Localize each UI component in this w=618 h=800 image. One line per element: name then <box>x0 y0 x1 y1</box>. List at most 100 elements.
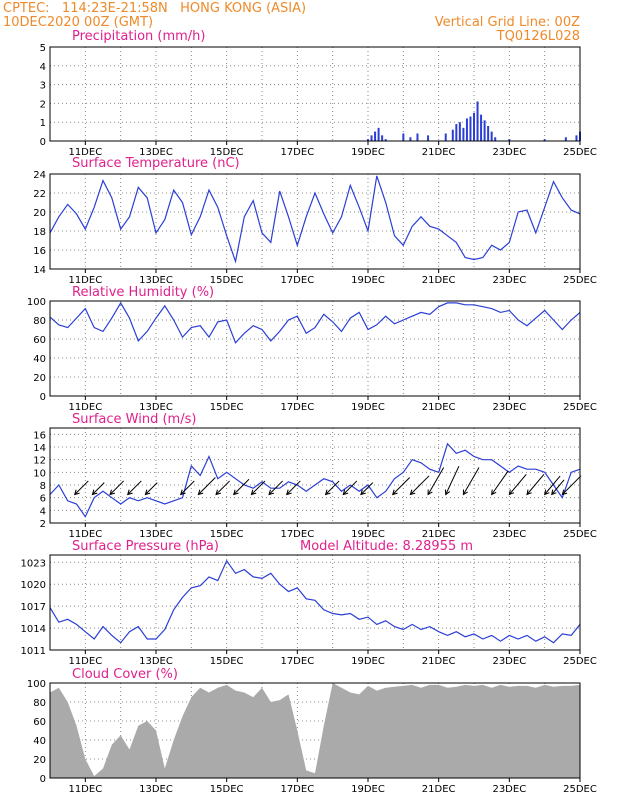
y-tick-label: 100 <box>27 679 46 690</box>
precip-bar <box>458 122 461 141</box>
y-tick-label: 60 <box>33 717 46 728</box>
x-tick-label: 25DEC <box>563 147 597 158</box>
wind-arrow-head <box>561 489 568 496</box>
panel-temp: 14 16 18 20 22 24 11DEC 13DEC 15DEC 17DEC 19DEC 21D… <box>33 156 597 286</box>
series-line-wind <box>49 442 581 518</box>
wind-arrow <box>491 470 509 495</box>
y-tick-label: 6 <box>40 494 46 505</box>
x-tick-label: 11DEC <box>68 402 102 413</box>
panel-frame <box>49 173 581 270</box>
precip-bar <box>508 139 511 141</box>
x-tick-label: 17DEC <box>280 784 314 795</box>
y-tick-label: 80 <box>33 698 46 709</box>
wind-arrow-head <box>109 489 116 496</box>
wind-arrow-head <box>126 489 133 496</box>
x-tick-label: 21DEC <box>422 402 456 413</box>
precip-bar <box>455 124 458 141</box>
wind-arrow-head <box>250 489 257 496</box>
wind-arrow-head <box>179 489 186 496</box>
wind-arrow-head <box>427 489 433 496</box>
panel-title: Relative Humidity (%) <box>72 285 214 300</box>
x-tick-label: 13DEC <box>139 402 173 413</box>
precip-bar <box>564 137 567 141</box>
wind-arrow-head <box>551 489 557 496</box>
x-tick-label: 17DEC <box>280 656 314 667</box>
wind-arrow <box>92 482 105 495</box>
wind-arrow-head <box>197 489 204 496</box>
x-tick-label: 19DEC <box>351 147 385 158</box>
x-tick-label: 13DEC <box>139 656 173 667</box>
precip-bar <box>402 133 405 141</box>
wind-arrow <box>544 475 561 495</box>
y-tick-label: 100 <box>27 297 46 308</box>
x-tick-label: 25DEC <box>563 784 597 795</box>
panel-title: Surface Temperature (nC) <box>72 156 240 171</box>
x-tick-label: 23DEC <box>492 529 526 540</box>
panel-annotation: Model Altitude: 8.28955 m <box>300 539 473 554</box>
precip-bar <box>487 125 490 141</box>
y-tick-label: 8 <box>40 481 46 492</box>
y-tick-label: 4 <box>40 62 46 73</box>
y-tick-label: 20 <box>33 373 46 384</box>
panel-title: Cloud Cover (%) <box>72 667 178 682</box>
x-tick-label: 15DEC <box>210 147 244 158</box>
wind-arrow-head <box>409 489 416 496</box>
wind-arrow-head <box>342 489 349 496</box>
x-tick-label: 25DEC <box>563 529 597 540</box>
wind-arrow <box>325 480 340 495</box>
x-tick-label: 25DEC <box>563 402 597 413</box>
precip-bar <box>374 131 377 141</box>
x-tick-label: 13DEC <box>139 529 173 540</box>
y-tick-label: 10 <box>33 468 46 479</box>
precip-bar <box>451 129 454 141</box>
panel-title: Precipitation (mm/h) <box>72 29 205 44</box>
wind-arrow <box>145 482 158 495</box>
wind-arrow-head <box>73 489 80 496</box>
y-tick-label: 0 <box>40 774 46 785</box>
y-tick-label: 1 <box>40 118 46 129</box>
y-tick-label: 18 <box>33 227 46 238</box>
x-tick-label: 19DEC <box>351 529 385 540</box>
cloud-area <box>50 683 580 778</box>
precip-bar <box>384 139 387 141</box>
wind-arrow-head <box>285 489 292 496</box>
wind-arrow-head <box>215 489 222 496</box>
y-tick-label: 80 <box>33 316 46 327</box>
y-tick-label: 20 <box>33 208 46 219</box>
y-tick-label: 14 <box>33 265 46 276</box>
x-tick-label: 21DEC <box>422 784 456 795</box>
wind-arrow <box>561 475 582 495</box>
precip-bar <box>370 135 373 141</box>
x-tick-label: 23DEC <box>492 656 526 667</box>
precip-bar <box>427 135 430 141</box>
y-tick-label: 16 <box>33 246 46 257</box>
x-tick-label: 13DEC <box>139 784 173 795</box>
panel-cloud: 0 20 40 60 80 100 11DEC 13DEC 15DEC 17DEC 19DEC 21D… <box>27 667 597 795</box>
x-tick-label: 13DEC <box>139 147 173 158</box>
x-tick-label: 17DEC <box>280 529 314 540</box>
precip-bar <box>462 127 465 141</box>
x-tick-label: 21DEC <box>422 656 456 667</box>
series-line-rh <box>49 301 581 344</box>
precip-bar <box>367 139 369 141</box>
y-tick-label: 1023 <box>21 558 46 569</box>
x-tick-label: 23DEC <box>492 784 526 795</box>
header-model-id: TQ0126L028 <box>496 29 580 44</box>
header-run-time: 10DEC2020 00Z (GMT) <box>3 15 153 30</box>
panel-frame <box>49 554 581 651</box>
x-tick-label: 17DEC <box>280 402 314 413</box>
wind-arrow <box>445 466 460 495</box>
wind-arrow-head <box>444 489 451 496</box>
y-tick-label: 0 <box>40 137 46 148</box>
precip-bar <box>473 112 475 141</box>
x-tick-label: 21DEC <box>422 275 456 286</box>
wind-arrow <box>410 475 430 495</box>
precip-bar <box>480 114 483 141</box>
x-tick-label: 25DEC <box>563 275 597 286</box>
wind-arrow-head <box>324 489 331 496</box>
wind-arrow <box>109 480 124 495</box>
precip-bar <box>465 118 468 141</box>
wind-arrow <box>392 477 411 495</box>
wind-arrow-head <box>508 489 515 496</box>
